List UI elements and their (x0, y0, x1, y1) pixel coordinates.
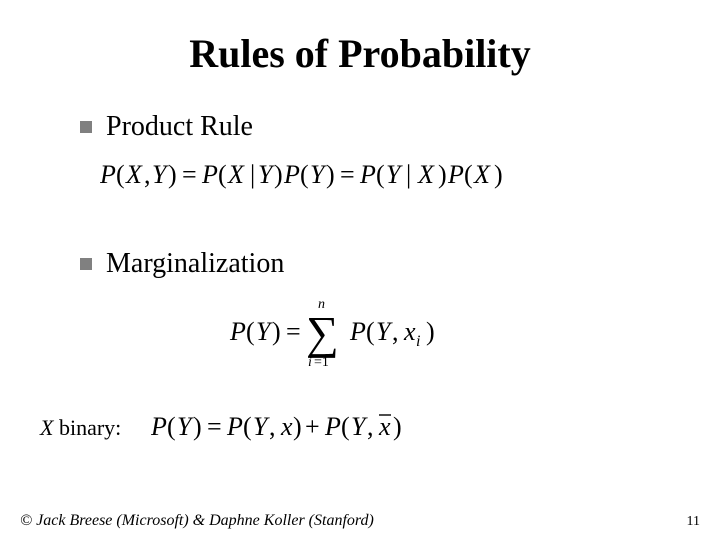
bullet-square-icon (80, 258, 92, 270)
svg-text:∑: ∑ (306, 307, 339, 358)
svg-text:): ) (272, 317, 281, 346)
svg-text:P: P (151, 412, 167, 441)
svg-text:x: x (378, 412, 391, 441)
svg-text:P: P (447, 160, 464, 189)
svg-text:+: + (305, 412, 320, 441)
svg-text:): ) (168, 160, 177, 189)
svg-text:=: = (340, 160, 355, 189)
x-binary-var: X (40, 415, 53, 440)
bullet-product-rule-label: Product Rule (106, 111, 253, 143)
svg-text:Y: Y (351, 412, 368, 441)
svg-text:x: x (403, 317, 416, 346)
svg-text:): ) (193, 412, 202, 441)
svg-text:): ) (393, 412, 402, 441)
svg-text:P: P (229, 317, 246, 346)
svg-text:(: ( (218, 160, 227, 189)
svg-text:): ) (494, 160, 503, 189)
formula-x-binary: P ( Y ) = P ( Y , x ) + P ( Y , x ) (151, 405, 491, 450)
page-number: 11 (687, 514, 700, 530)
svg-text:=: = (207, 412, 222, 441)
svg-text:P: P (201, 160, 218, 189)
svg-text:=1: =1 (314, 355, 329, 370)
svg-text:P: P (226, 412, 243, 441)
svg-text:Y: Y (152, 160, 169, 189)
svg-text:X: X (227, 160, 245, 189)
formula-product-rule: P ( X , Y ) = P ( X | Y ) P ( Y ) = P ( … (40, 157, 680, 198)
svg-text:(: ( (167, 412, 176, 441)
bullet-marginalization-label: Marginalization (106, 248, 284, 280)
bullet-product-rule: Product Rule (80, 111, 680, 143)
svg-text:(: ( (246, 317, 255, 346)
svg-text:(: ( (464, 160, 473, 189)
svg-text:Y: Y (386, 160, 403, 189)
svg-text:P: P (324, 412, 341, 441)
svg-text:P: P (100, 160, 116, 189)
svg-text:=: = (286, 317, 301, 346)
slide-footer: © Jack Breese (Microsoft) & Daphne Kolle… (20, 512, 700, 530)
formula-marginalization: P ( Y ) = ∑ n i =1 P ( Y , x i ) (40, 290, 680, 375)
svg-text:i: i (416, 333, 420, 350)
svg-text:(: ( (366, 317, 375, 346)
svg-text:n: n (318, 297, 325, 312)
svg-text:): ) (274, 160, 283, 189)
bullet-square-icon (80, 121, 92, 133)
svg-text:): ) (326, 160, 335, 189)
svg-text:): ) (426, 317, 435, 346)
svg-text:P: P (359, 160, 376, 189)
svg-text:Y: Y (376, 317, 393, 346)
svg-text:(: ( (376, 160, 385, 189)
svg-text:(: ( (341, 412, 350, 441)
svg-text:Y: Y (258, 160, 275, 189)
svg-text:,: , (144, 160, 151, 189)
svg-text:x: x (280, 412, 293, 441)
bullet-marginalization: Marginalization (80, 248, 680, 280)
svg-text:Y: Y (256, 317, 273, 346)
x-binary-label: X binary: (40, 415, 121, 441)
svg-text:|: | (406, 160, 411, 189)
svg-text:): ) (438, 160, 447, 189)
svg-text:): ) (293, 412, 302, 441)
svg-text:Y: Y (310, 160, 327, 189)
svg-text:,: , (367, 412, 374, 441)
svg-text:Y: Y (177, 412, 194, 441)
slide-title: Rules of Probability (40, 30, 680, 77)
svg-text:(: ( (300, 160, 309, 189)
x-binary-row: X binary: P ( Y ) = P ( Y , x ) + P ( Y … (40, 405, 680, 450)
svg-text:(: ( (243, 412, 252, 441)
svg-text:P: P (283, 160, 300, 189)
svg-text:X: X (417, 160, 435, 189)
svg-text:(: ( (116, 160, 125, 189)
svg-text:Y: Y (253, 412, 270, 441)
svg-text:X: X (125, 160, 143, 189)
slide: Rules of Probability Product Rule P ( X … (0, 0, 720, 540)
svg-text:|: | (250, 160, 255, 189)
footer-credit: © Jack Breese (Microsoft) & Daphne Kolle… (20, 512, 374, 530)
x-binary-rest: binary: (53, 415, 121, 440)
svg-text:,: , (269, 412, 276, 441)
svg-text:,: , (392, 317, 399, 346)
svg-text:i: i (308, 355, 312, 370)
svg-text:X: X (473, 160, 491, 189)
svg-text:=: = (182, 160, 197, 189)
svg-text:P: P (349, 317, 366, 346)
